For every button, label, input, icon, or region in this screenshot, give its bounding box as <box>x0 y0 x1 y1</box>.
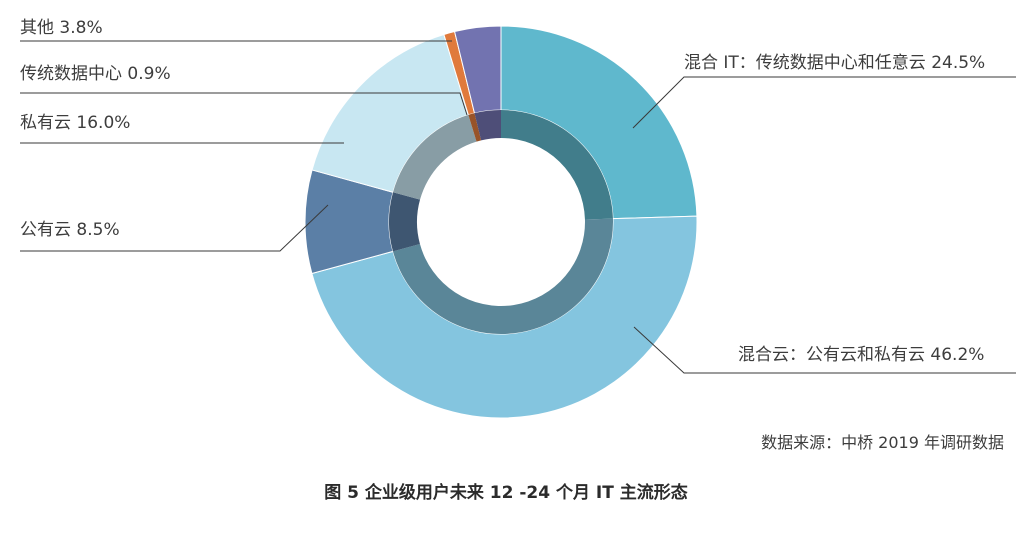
leader-public-cloud <box>20 204 329 252</box>
label-traditional-dc: 传统数据中心 0.9% <box>20 64 171 84</box>
inner-slice-other <box>474 110 501 141</box>
inner-slice-private-cloud <box>393 114 477 200</box>
label-private-cloud: 私有云 16.0% <box>20 113 130 133</box>
label-other: 其他 3.8% <box>20 18 103 38</box>
inner-slice-public-cloud <box>389 192 421 252</box>
leader-hybrid-it <box>632 76 1016 129</box>
label-public-cloud: 公有云 8.5% <box>20 220 120 240</box>
label-hybrid-cloud: 混合云：公有云和私有云 46.2% <box>738 345 984 365</box>
donut-inner-ring <box>389 110 613 335</box>
leader-lines <box>20 40 1016 374</box>
slice-private-cloud <box>311 33 469 193</box>
data-source: 数据来源：中桥 2019 年调研数据 <box>761 433 1004 452</box>
leader-traditional-dc <box>20 92 468 116</box>
inner-slice-traditional-dc <box>468 113 482 142</box>
leader-hybrid-cloud <box>633 326 1016 374</box>
inner-slice-hybrid-cloud <box>392 218 613 335</box>
inner-slice-hybrid-it <box>501 110 613 220</box>
label-hybrid-it: 混合 IT：传统数据中心和任意云 24.5% <box>684 53 985 73</box>
figure-caption: 图 5 企业级用户未来 12 -24 个月 IT 主流形态 <box>324 482 688 503</box>
donut-slices <box>304 25 698 419</box>
